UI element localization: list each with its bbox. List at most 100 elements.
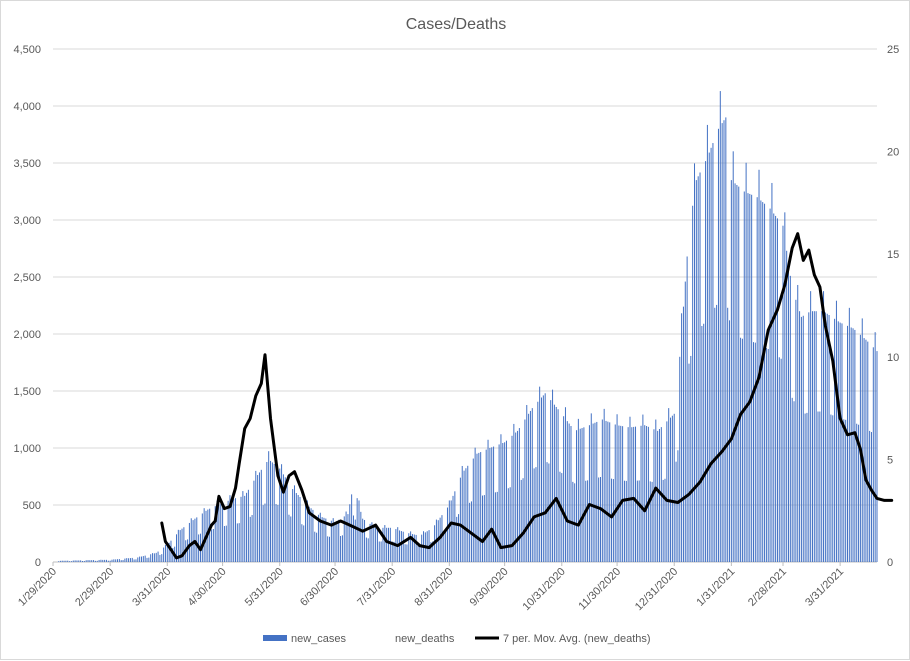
new-cases-bar <box>268 451 270 562</box>
legend-swatch-new-cases <box>263 635 287 641</box>
new-cases-bar <box>220 503 222 562</box>
new-cases-bar <box>502 443 504 562</box>
new-cases-bar <box>531 408 533 562</box>
new-cases-bar <box>373 526 375 562</box>
new-cases-bar <box>111 559 113 562</box>
new-cases-bar <box>670 417 672 562</box>
new-cases-bar <box>384 525 386 562</box>
new-cases-bar <box>845 419 847 562</box>
legend: new_cases new_deaths 7 per. Mov. Avg. (new… <box>263 633 651 645</box>
x-tick-label: 8/31/2020 <box>412 566 455 609</box>
new-cases-bar <box>863 338 865 562</box>
new-cases-bar <box>58 561 60 562</box>
new-cases-bar <box>415 534 417 562</box>
new-cases-bar <box>778 357 780 562</box>
new-cases-bar <box>152 553 154 562</box>
new-cases-bar <box>203 508 205 562</box>
new-cases-bar <box>559 471 561 562</box>
new-cases-bar <box>100 559 102 562</box>
new-cases-bar <box>741 338 743 562</box>
new-cases-bar <box>590 413 592 562</box>
new-cases-bar <box>262 505 264 562</box>
new-cases-bar <box>209 508 211 562</box>
new-cases-bar <box>765 348 767 562</box>
new-cases-bar <box>585 480 587 562</box>
new-cases-bar <box>780 358 782 562</box>
new-cases-bar <box>118 559 120 562</box>
new-cases-bar <box>854 329 856 562</box>
new-cases-bar <box>168 542 170 562</box>
new-cases-bar <box>867 341 869 562</box>
new-cases-bar <box>91 560 93 562</box>
new-cases-bar <box>581 428 583 562</box>
new-cases-bar <box>612 479 614 562</box>
x-tick-label: 5/31/2020 <box>243 566 286 609</box>
new-cases-bar <box>146 557 148 562</box>
new-cases-bar <box>107 560 109 562</box>
new-cases-bar <box>697 176 699 563</box>
new-cases-bar <box>635 426 637 563</box>
new-cases-bar <box>535 467 537 562</box>
new-cases-bar <box>684 281 686 562</box>
new-cases-bar <box>869 430 871 562</box>
new-cases-bar <box>533 468 535 562</box>
new-cases-bar <box>286 480 288 562</box>
new-cases-bar <box>611 478 613 562</box>
new-cases-bar <box>131 557 133 562</box>
new-cases-bar <box>566 421 568 562</box>
new-cases-bar <box>380 541 382 562</box>
new-cases-bar <box>745 162 747 563</box>
new-cases-bar <box>858 424 860 562</box>
new-cases-bar <box>526 405 528 562</box>
new-cases-bar <box>491 447 493 562</box>
new-cases-bar <box>406 544 408 562</box>
x-tick-label: 2/29/2020 <box>73 566 116 609</box>
new-cases-bar <box>474 447 476 562</box>
new-cases-bar <box>432 541 434 562</box>
new-cases-bar <box>319 512 321 562</box>
new-cases-bar <box>644 425 646 562</box>
new-cases-bar <box>710 147 712 563</box>
new-cases-bar <box>633 426 635 562</box>
new-cases-bar <box>211 529 213 562</box>
new-cases-bar <box>826 313 828 562</box>
new-cases-bar <box>120 560 122 562</box>
new-cases-bar <box>161 554 163 562</box>
x-tick-label: 6/30/2020 <box>298 566 341 609</box>
new-cases-bar <box>496 491 498 562</box>
new-cases-bar <box>686 256 688 562</box>
new-cases-bar <box>216 500 218 562</box>
new-cases-bar <box>815 311 817 562</box>
new-cases-bar <box>564 407 566 562</box>
new-cases-bar <box>164 544 166 562</box>
new-cases-bar <box>142 556 144 562</box>
new-cases-bar <box>284 477 286 562</box>
new-cases-bar <box>813 311 815 562</box>
new-cases-bar <box>190 518 192 562</box>
new-cases-bar <box>306 500 308 562</box>
new-cases-bar <box>537 401 539 562</box>
new-cases-bar <box>467 465 469 562</box>
new-cases-bar <box>614 424 616 562</box>
new-cases-bar <box>837 321 839 562</box>
new-cases-bar <box>102 559 104 562</box>
new-cases-bar <box>522 478 524 562</box>
new-cases-bar <box>542 395 544 562</box>
new-cases-bar <box>430 542 432 562</box>
x-tick-label: 9/30/2020 <box>468 566 511 609</box>
new-cases-bar <box>647 426 649 562</box>
new-cases-bar <box>229 495 231 562</box>
new-cases-bar <box>227 500 229 562</box>
new-cases-bar <box>500 434 502 562</box>
new-cases-bar <box>117 559 119 562</box>
new-cases-bar <box>653 429 655 562</box>
new-cases-bar <box>760 200 762 562</box>
new-cases-bar <box>458 514 460 562</box>
new-cases-bar <box>345 511 347 562</box>
new-cases-bar <box>518 428 520 562</box>
new-cases-bar <box>751 194 753 562</box>
new-cases-bar <box>714 307 716 562</box>
new-cases-bar <box>139 556 141 562</box>
new-cases-bar <box>293 485 295 562</box>
